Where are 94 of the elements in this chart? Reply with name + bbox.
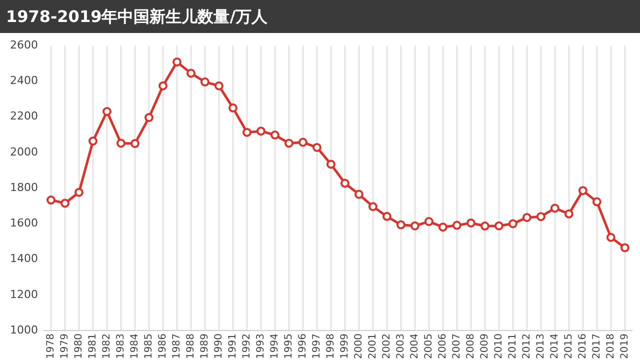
x-tick-label: 2014: [550, 334, 561, 360]
point: [88, 136, 98, 146]
x-tick-label: 1987: [172, 334, 183, 360]
x-tick-label: 1991: [228, 334, 239, 360]
x-tick-label: 2004: [410, 334, 421, 360]
point: [578, 186, 588, 196]
x-tick-label: 2012: [522, 334, 533, 360]
x-tick-label: 1988: [186, 334, 197, 360]
point: [326, 160, 336, 169]
point: [536, 212, 546, 222]
x-tick-label: 1981: [88, 334, 99, 360]
point: [396, 220, 406, 230]
point: [74, 188, 84, 197]
point: [172, 57, 182, 66]
point: [508, 219, 518, 228]
point: [130, 139, 140, 148]
point: [60, 198, 70, 208]
x-tick-label: 1994: [270, 334, 281, 360]
x-tick-label: 2009: [480, 334, 491, 360]
x-tick-label: 1980: [74, 334, 85, 360]
point: [214, 81, 224, 90]
point: [368, 202, 378, 212]
x-tick-label: 1997: [312, 334, 323, 360]
x-tick-label: 2002: [382, 334, 393, 360]
x-tick-label: 1989: [200, 334, 211, 360]
x-tick-label: 1982: [102, 334, 113, 360]
x-tick-label: 2016: [578, 334, 589, 360]
x-tick-label: 2007: [452, 334, 463, 360]
point: [522, 212, 532, 222]
x-tick-label: 1979: [60, 334, 71, 360]
point: [158, 81, 168, 90]
x-tick-label: 1998: [326, 334, 337, 360]
point: [312, 142, 322, 152]
y-tick-label: 1000: [10, 323, 38, 336]
y-tick-label: 2400: [10, 74, 38, 88]
y-tick-label: 2600: [10, 38, 38, 52]
x-tick-label: 1995: [284, 334, 295, 360]
x-tick-label: 1996: [298, 334, 309, 360]
y-tick-label: 2200: [10, 110, 38, 123]
x-tick-label: 2018: [606, 334, 616, 360]
x-tick-label: 2017: [592, 334, 603, 360]
point: [424, 217, 434, 226]
point: [438, 222, 448, 232]
point: [606, 232, 616, 242]
point: [200, 77, 210, 86]
point: [46, 196, 56, 205]
x-tick-label: 1984: [130, 334, 141, 360]
x-tick-label: 1978: [46, 334, 57, 360]
x-tick-label: 2013: [536, 334, 547, 360]
x-tick-label: 1999: [340, 334, 351, 360]
y-tick-label: 1400: [10, 252, 38, 266]
x-tick-label: 2006: [438, 334, 449, 360]
x-tick-label: 1993: [256, 334, 267, 360]
x-tick-label: 2015: [564, 334, 575, 360]
x-tick-label: 1983: [116, 334, 127, 360]
point: [242, 128, 252, 137]
point: [550, 204, 560, 213]
x-tick-label: 1992: [242, 334, 253, 360]
point: [256, 126, 266, 136]
x-tick-label: 2000: [354, 334, 365, 360]
point: [592, 197, 602, 206]
chart-title: 1978-2019年中国新生儿数量/万人: [0, 0, 640, 33]
point: [116, 138, 126, 148]
point: [480, 222, 490, 231]
x-tick-label: 1986: [158, 334, 169, 360]
point: [466, 218, 476, 228]
y-tick-label: 1200: [10, 288, 38, 301]
x-tick-label: 2010: [494, 334, 505, 360]
x-tick-label: 1990: [214, 334, 225, 360]
x-tick-label: 2001: [368, 334, 379, 360]
x-tick-label: 2003: [396, 334, 407, 360]
x-tick-label: 2011: [508, 334, 519, 360]
point: [620, 243, 630, 252]
point: [270, 130, 280, 140]
point: [102, 106, 112, 116]
point: [284, 138, 294, 148]
point: [298, 138, 308, 147]
y-tick-label: 1800: [10, 180, 38, 194]
point: [144, 113, 154, 122]
point: [340, 178, 350, 188]
y-tick-label: 1600: [10, 216, 38, 230]
point: [452, 220, 462, 230]
point: [354, 190, 364, 199]
point: [494, 221, 504, 230]
point: [228, 103, 238, 112]
point: [564, 209, 574, 218]
x-tick-label: 2005: [424, 334, 435, 360]
y-tick-label: 2000: [10, 145, 38, 158]
x-tick-label: 2008: [466, 334, 477, 360]
point: [410, 221, 420, 230]
point: [382, 212, 392, 221]
point: [186, 68, 196, 78]
x-tick-label: 1985: [144, 334, 155, 360]
x-tick-label: 2019: [620, 334, 630, 360]
